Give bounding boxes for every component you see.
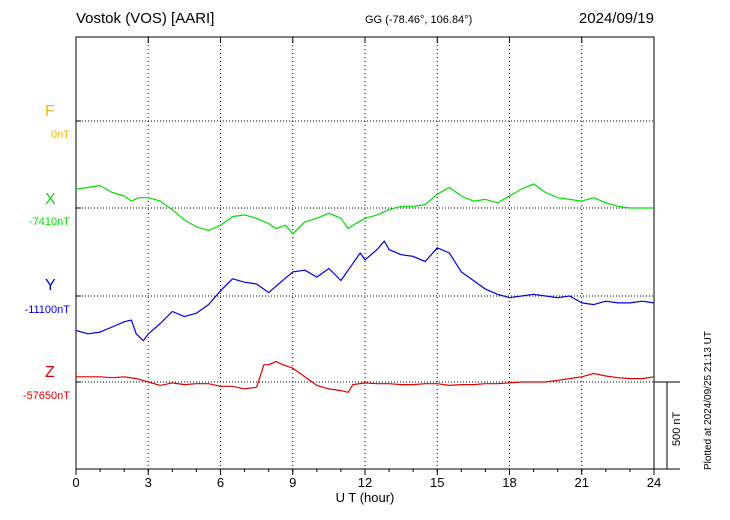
x-tick-label: 18 [502, 475, 516, 490]
station-title: Vostok (VOS) [AARI] [76, 10, 215, 27]
x-tick-label: 9 [289, 475, 296, 490]
baseline-value-y: -11100nT [24, 304, 70, 316]
scale-bar-label: 500 nT [671, 411, 683, 446]
series-z-line [76, 360, 655, 393]
component-letter-f: F [45, 103, 55, 120]
x-tick-label: 24 [647, 475, 661, 490]
x-tick-label: 6 [217, 475, 224, 490]
coordinates-label: GG (-78.46°, 106.84°) [365, 14, 473, 26]
component-letter-z: Z [45, 364, 55, 381]
series-y-line [75, 240, 655, 342]
x-tick-label: 12 [358, 475, 372, 490]
baseline-value-x: -7410nT [29, 216, 70, 228]
component-letter-y: Y [45, 277, 56, 294]
baseline-value-z: -57650nT [22, 390, 70, 402]
baseline-value-f: 0nT [51, 129, 70, 141]
component-letter-x: X [45, 191, 56, 208]
series-x-line [75, 183, 654, 235]
x-tick-label: 0 [72, 475, 79, 490]
x-axis-label: U T (hour) [335, 490, 395, 505]
date-label: 2024/09/19 [578, 10, 654, 27]
x-tick-label: 15 [430, 475, 444, 490]
plotted-timestamp: Plotted at 2024/09/25 21:13 UT [703, 331, 714, 470]
x-tick-label: 3 [145, 475, 152, 490]
x-tick-label: 21 [575, 475, 589, 490]
